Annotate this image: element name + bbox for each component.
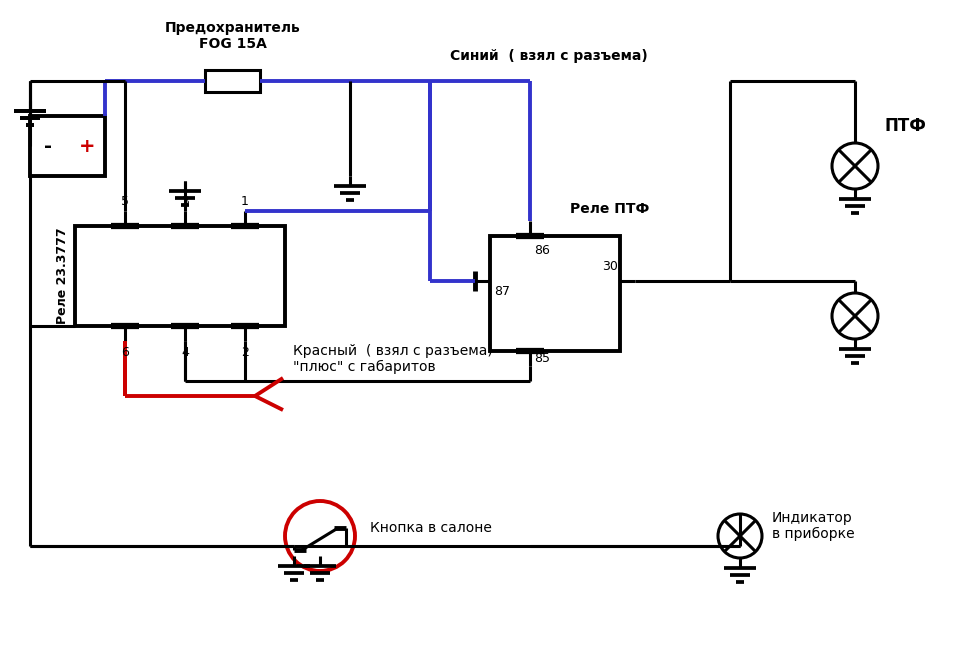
Bar [75, 226, 284, 326]
Text: 4: 4 [181, 346, 188, 359]
Text: 86: 86 [533, 245, 550, 258]
Text: Реле 23.3777: Реле 23.3777 [56, 228, 69, 324]
Text: Индикатор
в приборке: Индикатор в приборке [771, 511, 853, 541]
Text: 85: 85 [533, 352, 550, 365]
Text: 2: 2 [241, 346, 249, 359]
Text: 3: 3 [181, 195, 188, 208]
Text: Реле ПТФ: Реле ПТФ [570, 202, 649, 216]
Bar [489, 236, 619, 351]
Text: 6: 6 [121, 346, 129, 359]
Text: -: - [44, 136, 52, 155]
Text: Кнопка в салоне: Кнопка в салоне [370, 521, 491, 535]
Text: Красный  ( взял с разъема)
"плюс" с габаритов: Красный ( взял с разъема) "плюс" с габар… [293, 344, 492, 374]
Bar [30, 116, 105, 176]
Text: Предохранитель
FOG 15A: Предохранитель FOG 15A [164, 21, 300, 51]
Text: +: + [79, 136, 95, 155]
Text: Синий  ( взял с разъема): Синий ( взял с разъема) [450, 49, 647, 63]
Text: 5: 5 [121, 195, 129, 208]
Text: 87: 87 [494, 285, 509, 298]
Bar [205, 70, 259, 92]
Text: ПТФ: ПТФ [884, 117, 925, 135]
Text: 1: 1 [241, 195, 249, 208]
Text: 30: 30 [602, 260, 617, 273]
